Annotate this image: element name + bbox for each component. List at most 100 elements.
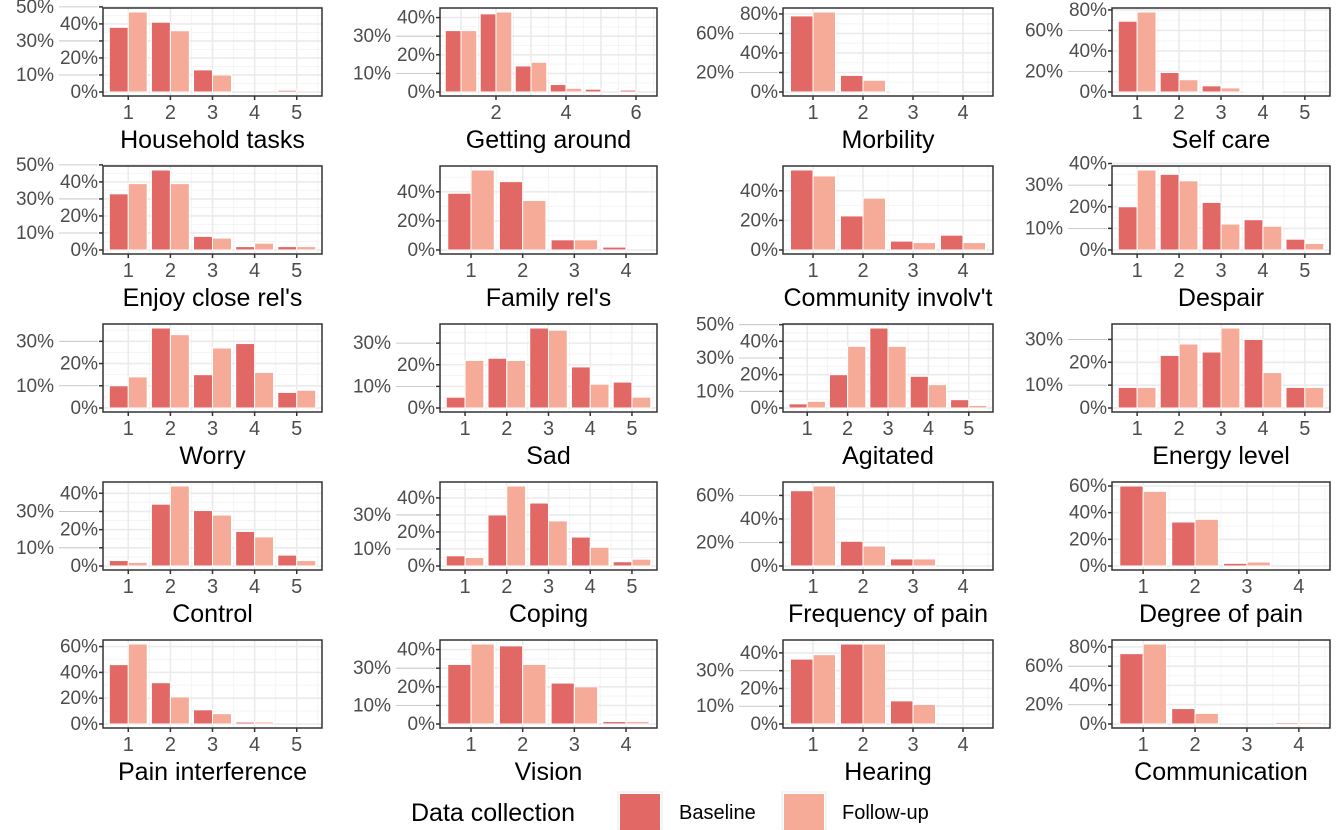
- x-tick-label: 2: [517, 734, 528, 756]
- y-tick-label: 30%: [353, 505, 391, 526]
- panel-title: Pain interference: [118, 758, 307, 786]
- x-tick-label: 3: [1215, 260, 1226, 282]
- bar-follow-up: [1136, 169, 1157, 251]
- panel: 0% 10% 20% 30% 1 2 3 4 5 Energy level: [1025, 323, 1331, 470]
- x-tick-label: 4: [585, 576, 596, 598]
- bar-follow-up: [927, 384, 948, 409]
- x-tick-label: 4: [957, 102, 968, 124]
- x-tick-label: 3: [1215, 418, 1226, 440]
- x-tick-label: 4: [249, 260, 260, 282]
- x-tick-label: 5: [963, 418, 974, 440]
- bar-baseline: [108, 560, 129, 567]
- bar-follow-up: [1142, 643, 1167, 725]
- panel-title: Control: [172, 600, 253, 628]
- x-tick-label: 5: [291, 260, 302, 282]
- x-tick-label: 1: [1138, 734, 1149, 756]
- bar-baseline: [150, 682, 171, 725]
- bar-follow-up: [847, 345, 867, 409]
- legend-swatch-baseline: [620, 794, 660, 830]
- y-tick-label: 50%: [16, 155, 54, 176]
- y-tick-label: 0%: [1080, 714, 1108, 735]
- bar-baseline: [498, 181, 524, 251]
- bar-follow-up: [212, 347, 232, 409]
- x-tick-label: 3: [207, 734, 218, 756]
- bar-follow-up: [1262, 225, 1283, 251]
- panel-title: Family rel's: [486, 284, 612, 312]
- bar-baseline: [909, 375, 929, 409]
- x-tick-label: 1: [807, 260, 818, 282]
- bar-baseline: [235, 721, 256, 725]
- bar-baseline: [790, 658, 814, 725]
- bar-follow-up: [1220, 87, 1241, 93]
- y-tick-label: 0%: [1080, 398, 1108, 419]
- y-tick-label: 40%: [397, 182, 435, 203]
- bar-baseline: [193, 374, 214, 409]
- bar-baseline: [277, 246, 298, 251]
- panel-title: Self care: [1172, 126, 1271, 154]
- y-tick-label: 60%: [1025, 20, 1063, 41]
- bar-follow-up: [127, 11, 148, 93]
- bar-baseline: [235, 530, 256, 567]
- bar-baseline: [108, 385, 129, 409]
- x-tick-label: 4: [957, 260, 968, 282]
- bar-baseline: [1159, 72, 1180, 93]
- bar-follow-up: [169, 485, 190, 567]
- y-tick-label: 30%: [1025, 329, 1063, 350]
- bar-baseline: [108, 26, 129, 93]
- x-tick-label: 4: [249, 576, 260, 598]
- bar-baseline: [1243, 90, 1264, 93]
- y-tick-label: 40%: [740, 331, 778, 352]
- x-tick-label: 3: [207, 576, 218, 598]
- x-tick-label: 3: [882, 418, 893, 440]
- bar-follow-up: [522, 200, 547, 251]
- x-tick-label: 4: [1293, 576, 1304, 598]
- bar-follow-up: [127, 183, 148, 251]
- bar-baseline: [1243, 338, 1264, 409]
- legend: Data collection Baseline Follow-up: [411, 791, 929, 830]
- bar-follow-up: [1136, 11, 1157, 93]
- bar-follow-up: [887, 345, 907, 409]
- x-tick-label: 3: [907, 260, 918, 282]
- y-tick-label: 20%: [397, 677, 435, 698]
- panel-title: Getting around: [466, 126, 631, 154]
- bar-follow-up: [1262, 90, 1283, 93]
- y-tick-label: 20%: [60, 48, 98, 69]
- bar-follow-up: [565, 87, 583, 93]
- bar-follow-up: [912, 558, 936, 567]
- y-tick-label: 40%: [1069, 503, 1107, 524]
- bar-baseline: [277, 554, 298, 567]
- bar-follow-up: [1136, 386, 1157, 409]
- x-tick-label: 1: [459, 418, 470, 440]
- bar-baseline: [584, 88, 602, 93]
- y-tick-label: 20%: [60, 520, 98, 541]
- y-tick-label: 40%: [60, 172, 98, 193]
- x-tick-label: 3: [1241, 576, 1252, 598]
- x-tick-label: 2: [165, 418, 176, 440]
- y-tick-label: 50%: [696, 315, 734, 336]
- bar-follow-up: [1178, 79, 1199, 93]
- bar-baseline: [550, 682, 575, 725]
- bar-baseline: [1171, 521, 1196, 567]
- y-tick-label: 20%: [397, 522, 435, 543]
- bar-follow-up: [862, 643, 886, 725]
- x-tick-label: 1: [807, 576, 818, 598]
- panel-title: Frequency of pain: [788, 600, 988, 628]
- y-tick-label: 0%: [71, 240, 99, 261]
- bar-baseline: [828, 374, 849, 409]
- panel-border: [439, 7, 658, 97]
- x-tick-label: 1: [465, 260, 476, 282]
- bar-baseline: [1201, 351, 1222, 409]
- bar-follow-up: [296, 560, 317, 567]
- legend-label-follow-up: Follow-up: [842, 802, 929, 824]
- panel-title: Hearing: [844, 758, 932, 786]
- x-tick-label: 3: [207, 260, 218, 282]
- bar-follow-up: [812, 175, 836, 251]
- x-tick-label: 2: [1174, 260, 1185, 282]
- panel-border: [1111, 639, 1331, 729]
- panel: 0% 10% 20% 30% 1 2 3 4 5 Sad: [353, 323, 658, 470]
- y-tick-label: 0%: [1080, 82, 1108, 103]
- x-tick-label: 2: [1174, 102, 1185, 124]
- bar-baseline: [1117, 20, 1138, 93]
